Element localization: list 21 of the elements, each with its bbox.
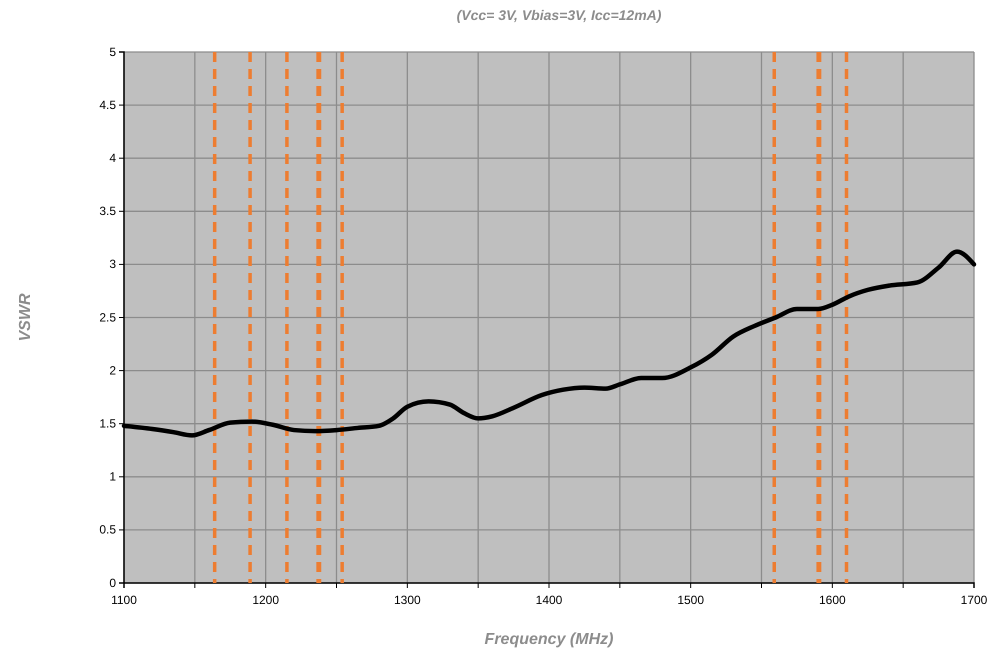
y-tick-label: 5 [109,44,116,59]
y-tick-label: 3.5 [99,204,116,218]
y-tick-label: 4 [109,151,116,166]
x-axis-title: Frequency (MHz) [484,631,614,648]
y-tick-label: 1 [109,470,116,484]
x-tick-label: 1700 [960,593,988,608]
y-tick-label: 2 [109,363,116,378]
x-tick-label: 1600 [818,593,846,608]
x-tick-label: 1200 [252,593,280,608]
x-tick-label: 1300 [394,593,422,608]
y-tick-label: 3 [109,257,116,272]
y-tick-label: 4.5 [99,98,116,112]
y-tick-label: 2.5 [99,310,116,324]
y-tick-label: 0 [109,576,116,590]
x-tick-label: 1500 [677,593,704,608]
y-tick-label: 1.5 [99,416,116,431]
y-tick-label: 0.5 [99,522,116,537]
chart-title: (Vcc= 3V, Vbias=3V, Icc=12mA) [456,7,662,23]
x-tick-label: 1100 [111,593,138,608]
y-axis-title: VSWR [17,293,34,342]
x-tick-label: 1400 [536,593,563,608]
